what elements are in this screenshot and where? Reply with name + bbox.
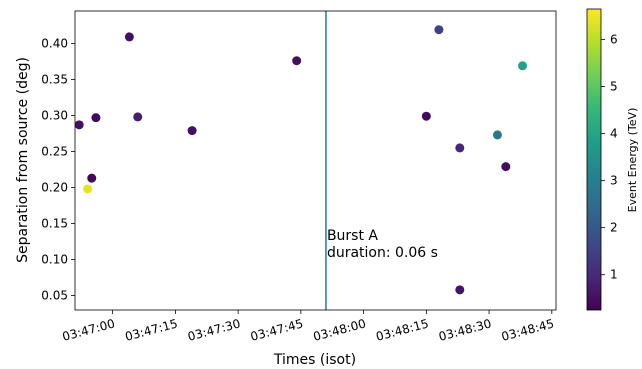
y-tick-label-1: 0.10 bbox=[41, 253, 68, 267]
x-tick-label-4: 03:48:00 bbox=[312, 316, 368, 343]
data-point-6 bbox=[187, 126, 197, 136]
plot-area bbox=[75, 11, 556, 310]
colorbar-tick-label-5: 6 bbox=[610, 33, 618, 47]
x-axis-label: Times (isot) bbox=[273, 352, 356, 368]
data-point-10 bbox=[455, 143, 465, 153]
data-point-1 bbox=[83, 184, 93, 194]
colorbar-tick-label-4: 5 bbox=[610, 80, 618, 94]
y-tick-label-0: 0.05 bbox=[41, 289, 68, 303]
x-tick-label-7: 03:48:45 bbox=[500, 316, 556, 343]
y-tick-label-4: 0.25 bbox=[41, 144, 68, 158]
x-tick-label-3: 03:47:45 bbox=[249, 316, 305, 343]
y-tick-label-6: 0.35 bbox=[41, 72, 68, 86]
y-tick-label-5: 0.30 bbox=[41, 108, 68, 122]
x-tick-label-2: 03:47:30 bbox=[186, 316, 242, 343]
data-point-0 bbox=[75, 120, 84, 130]
x-tick-label-5: 03:48:15 bbox=[374, 316, 430, 343]
data-point-7 bbox=[292, 56, 302, 66]
colorbar-tick-label-3: 4 bbox=[610, 127, 618, 141]
colorbar-tick-label-0: 1 bbox=[610, 268, 618, 282]
colorbar bbox=[586, 8, 602, 311]
data-point-12 bbox=[492, 130, 502, 140]
colorbar-label: Event Energy (TeV) bbox=[626, 108, 639, 213]
data-point-14 bbox=[518, 61, 528, 71]
y-tick-label-2: 0.15 bbox=[41, 217, 68, 231]
x-tick-label-0: 03:47:00 bbox=[61, 316, 117, 343]
colorbar-tick-label-2: 3 bbox=[610, 174, 618, 188]
x-tick-label-1: 03:47:15 bbox=[123, 316, 179, 343]
data-point-13 bbox=[501, 162, 511, 172]
y-axis-label: Separation from source (deg) bbox=[15, 57, 31, 263]
data-point-9 bbox=[434, 25, 444, 35]
x-tick-label-6: 03:48:30 bbox=[437, 316, 493, 343]
colorbar-tick-label-1: 2 bbox=[610, 221, 618, 235]
data-point-4 bbox=[124, 32, 134, 42]
data-point-2 bbox=[87, 173, 97, 183]
data-point-8 bbox=[421, 111, 431, 121]
annotation-title: Burst A bbox=[327, 228, 378, 244]
data-point-11 bbox=[455, 285, 465, 295]
y-tick-label-7: 0.40 bbox=[41, 36, 68, 50]
annotation-duration: duration: 0.06 s bbox=[327, 245, 438, 261]
y-tick-label-3: 0.20 bbox=[41, 181, 68, 195]
plot-frame bbox=[74, 10, 557, 311]
data-point-5 bbox=[133, 112, 143, 122]
data-point-3 bbox=[91, 113, 101, 123]
